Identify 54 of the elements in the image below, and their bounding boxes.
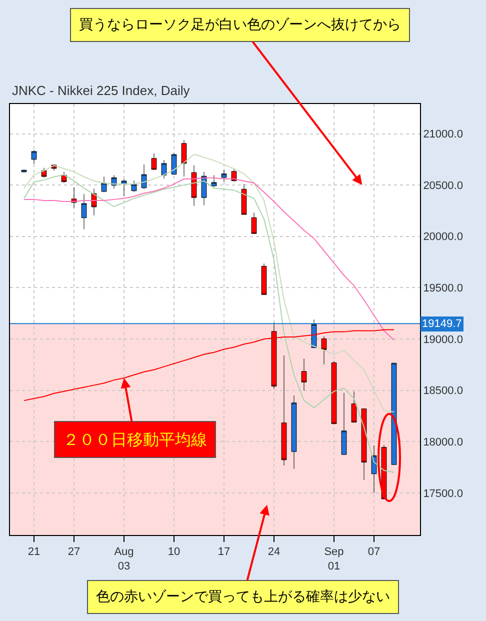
x-tick-label: Sep 01 [324, 546, 344, 572]
chart-title: JNKC - Nikkei 225 Index, Daily [12, 83, 190, 98]
y-tick-label: 20500.0 [423, 180, 463, 192]
line-series [24, 154, 394, 412]
annotation: ２００日移動平均線 [63, 430, 207, 449]
candlestick [231, 168, 237, 182]
line-series [24, 177, 394, 341]
candlestick [251, 212, 257, 234]
candlestick [191, 165, 197, 206]
y-tick-label: 19500.0 [423, 282, 463, 295]
text: 色の赤いゾーンで買っても上がる確率は少ない [96, 589, 390, 605]
candlestick [21, 169, 27, 173]
candlestick [241, 184, 247, 215]
candlestick [391, 362, 397, 465]
candlestick [321, 336, 327, 365]
candlestick [211, 174, 217, 188]
candlestick [351, 391, 357, 422]
candlestick [101, 176, 107, 192]
line-series [24, 174, 394, 473]
candlestick [171, 153, 177, 176]
candlestick [201, 172, 207, 206]
x-tick-label: Aug 03 [114, 546, 134, 572]
candlestick [41, 168, 47, 178]
candlestick [291, 395, 297, 470]
x-tick-label: 10 [168, 546, 180, 558]
y-tick-label: 17500.0 [423, 488, 463, 500]
ref-line-label: 19149.7 [422, 318, 462, 330]
candlestick [81, 194, 87, 230]
candlestick [161, 160, 167, 179]
candlestick [141, 164, 147, 190]
candlestick [341, 392, 347, 455]
x-tick-label: 24 [268, 546, 280, 558]
candlestick [151, 153, 157, 170]
candlestick [301, 358, 307, 391]
x-tick-label: 21 [28, 546, 40, 558]
candlestick [371, 445, 377, 494]
candlestick [181, 140, 187, 177]
candlestick [261, 263, 267, 295]
candlestick [31, 150, 37, 164]
x-tick-label: 17 [218, 546, 230, 558]
x-tick-label: 27 [68, 546, 80, 558]
candlestick [381, 444, 387, 500]
text: 買うならローソク足が白い色のゾーンへ抜けてから [79, 17, 401, 33]
candlestick [131, 180, 137, 192]
y-tick-label: 18500.0 [423, 385, 463, 398]
candlestick [221, 169, 227, 182]
y-tick-label: 18000.0 [423, 436, 463, 448]
y-tick-label: 19000.0 [423, 334, 463, 346]
candlestick [331, 360, 337, 424]
candlestick [361, 408, 367, 480]
x-tick-label: 07 [368, 546, 380, 558]
y-tick-label: 21000.0 [423, 128, 463, 141]
y-tick-label: 20000.0 [423, 231, 463, 244]
candlestick [281, 355, 287, 466]
